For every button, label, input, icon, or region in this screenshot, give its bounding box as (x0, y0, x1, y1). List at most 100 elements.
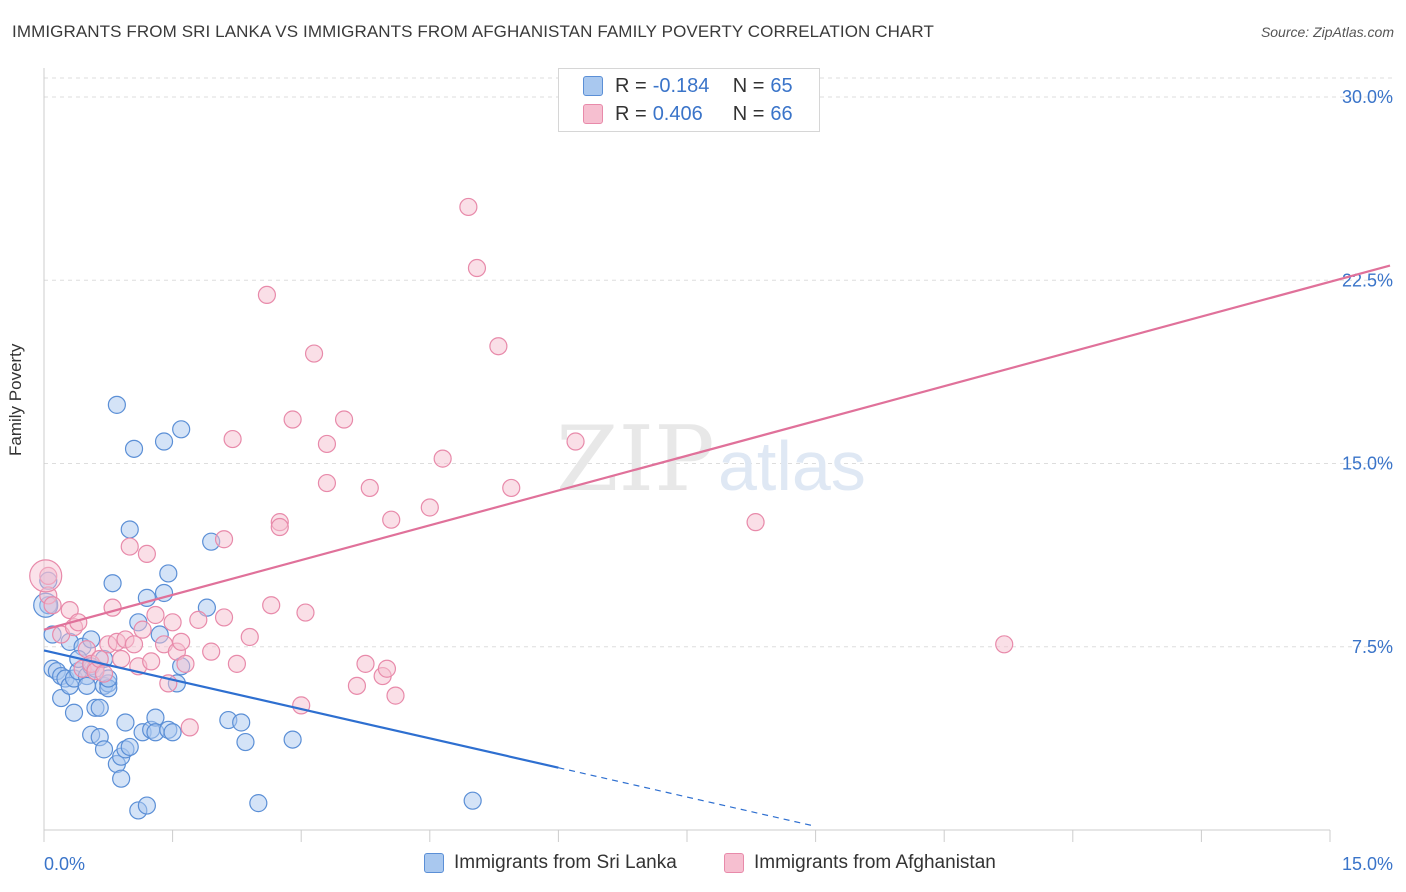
legend-r-label: R = (615, 74, 647, 97)
legend-n-label: N = (732, 102, 765, 125)
data-point-sri-lanka (107, 395, 126, 414)
data-point-sri-lanka (154, 432, 174, 451)
chart-title: IMMIGRANTS FROM SRI LANKA VS IMMIGRANTS … (12, 22, 934, 41)
data-point-afghanistan (133, 620, 152, 639)
tick-labels: 7.5% 15.0% 22.5% 30.0% 0.0% 15.0% (44, 87, 1393, 874)
data-point-afghanistan (270, 517, 289, 537)
axes (43, 68, 1331, 842)
data-point-sri-lanka (103, 574, 122, 593)
data-point-afghanistan (317, 434, 337, 454)
data-point-afghanistan (746, 513, 765, 532)
trend-line-afghanistan (43, 264, 1391, 631)
data-point-afghanistan (124, 635, 144, 654)
data-point-afghanistan (377, 659, 397, 678)
source-credit: Source: ZipAtlas.com (1260, 24, 1394, 40)
data-point-afghanistan (43, 596, 62, 615)
legend-label-afghanistan: Immigrants from Afghanistan (754, 852, 996, 873)
legend-row-sri-lanka: R = -0.184 N = 65 (583, 72, 793, 100)
data-point-afghanistan (137, 544, 156, 564)
x-tick-label-min: 0.0% (44, 854, 85, 874)
data-point-afghanistan (189, 610, 208, 629)
legend-row-afghanistan: R = 0.406 N = 66 (583, 100, 793, 128)
data-point-afghanistan (163, 613, 182, 632)
legend-label-sri-lanka: Immigrants from Sri Lanka (454, 852, 677, 873)
trend-line-sri-lanka (43, 649, 559, 769)
series-sri-lanka-points (33, 395, 482, 820)
data-point-afghanistan (214, 608, 234, 627)
legend-n-value: 66 (770, 102, 793, 125)
data-point-sri-lanka (124, 439, 144, 458)
legend-r-value: 0.406 (652, 102, 703, 125)
legend-r-value: -0.184 (652, 74, 710, 97)
legend-item-sri-lanka[interactable]: Immigrants from Sri Lanka (424, 852, 677, 874)
data-point-afghanistan (467, 258, 487, 278)
data-point-afghanistan (356, 654, 375, 673)
data-point-sri-lanka (283, 730, 302, 749)
data-point-afghanistan (39, 566, 58, 585)
y-tick-label: 7.5% (1352, 637, 1393, 657)
data-point-afghanistan (257, 285, 277, 305)
data-point-sri-lanka (137, 796, 156, 815)
data-point-sri-lanka (172, 420, 191, 439)
legend-item-afghanistan[interactable]: Immigrants from Afghanistan (724, 852, 996, 874)
data-point-afghanistan (176, 654, 195, 673)
data-point-afghanistan (240, 627, 259, 647)
legend-r-label: R = (615, 102, 647, 125)
correlation-legend: R = -0.184 N = 65 R = 0.406 N = 66 (558, 68, 820, 132)
legend-swatch-blue (583, 76, 603, 96)
trend-line-sri-lanka-extension (558, 767, 816, 827)
data-point-afghanistan (317, 473, 337, 493)
data-point-sri-lanka (463, 791, 482, 810)
data-point-afghanistan (489, 337, 508, 356)
y-tick-label: 30.0% (1342, 87, 1393, 107)
data-point-afghanistan (304, 344, 324, 363)
watermark-zip: ZIP (556, 407, 715, 512)
legend-n-label: N = (732, 74, 765, 97)
data-point-afghanistan (382, 510, 401, 529)
data-point-sri-lanka (64, 703, 84, 722)
data-point-afghanistan (296, 603, 315, 622)
data-point-afghanistan (142, 652, 161, 671)
data-point-sri-lanka (90, 698, 109, 717)
data-point-afghanistan (347, 676, 367, 695)
data-point-afghanistan (180, 718, 199, 737)
legend-n-value: 65 (770, 74, 793, 97)
y-tick-label: 22.5% (1342, 270, 1393, 290)
legend-swatch-pink (583, 104, 603, 124)
data-point-afghanistan (360, 478, 379, 498)
data-point-afghanistan (995, 635, 1014, 654)
data-point-afghanistan (172, 632, 191, 651)
data-point-sri-lanka (94, 740, 114, 759)
data-point-afghanistan (202, 642, 221, 661)
series-afghanistan-points (29, 197, 1014, 737)
data-point-afghanistan (227, 654, 246, 673)
data-point-afghanistan (433, 449, 452, 468)
series-legend: Immigrants from Sri Lanka Immigrants fro… (0, 852, 1406, 878)
legend-swatch-blue (424, 853, 444, 873)
data-point-sri-lanka (112, 769, 131, 788)
watermark-atlas: atlas (718, 427, 866, 505)
data-point-afghanistan (214, 530, 234, 549)
watermark: ZIP atlas (556, 407, 866, 512)
data-point-afghanistan (283, 410, 302, 429)
data-point-afghanistan (459, 197, 478, 217)
y-tick-label: 15.0% (1342, 454, 1393, 474)
trend-lines (43, 264, 1391, 827)
data-point-afghanistan (386, 686, 405, 705)
data-point-sri-lanka (116, 713, 135, 732)
x-tick-label-max: 15.0% (1342, 854, 1393, 874)
data-point-afghanistan (566, 432, 585, 451)
data-point-afghanistan (502, 478, 521, 498)
legend-swatch-pink (724, 853, 744, 873)
data-point-sri-lanka (236, 732, 255, 752)
data-point-sri-lanka (249, 794, 268, 813)
data-point-afghanistan (120, 537, 139, 556)
data-point-afghanistan (223, 429, 242, 449)
data-point-sri-lanka (232, 713, 251, 732)
data-point-afghanistan (94, 664, 114, 683)
data-point-afghanistan (334, 410, 354, 429)
data-point-afghanistan (262, 596, 281, 615)
gridlines (44, 77, 1394, 648)
data-point-afghanistan (29, 559, 63, 593)
